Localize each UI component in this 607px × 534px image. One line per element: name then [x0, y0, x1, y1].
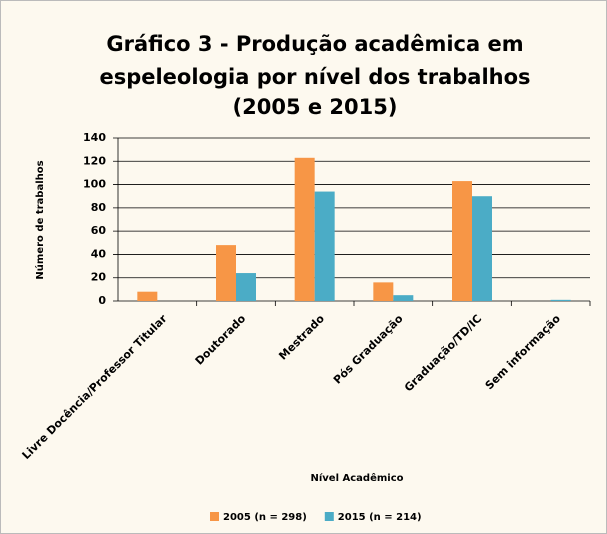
bar: [373, 282, 394, 301]
bar: [294, 157, 315, 301]
bar: [393, 295, 414, 301]
legend-label: 2005 (n = 298): [223, 512, 307, 523]
y-tick-label: 0: [98, 294, 106, 307]
y-tick-label: 120: [83, 154, 106, 167]
x-axis-title: Nível Acadêmico: [310, 472, 403, 484]
y-tick-label: 20: [91, 271, 107, 284]
y-tick-label: 80: [91, 201, 107, 214]
bar: [314, 191, 335, 301]
bar: [137, 291, 158, 301]
y-tick-label: 140: [83, 131, 106, 144]
legend-swatch: [324, 512, 334, 521]
bar: [236, 273, 256, 301]
bar: [216, 245, 236, 301]
y-tick-label: 40: [91, 247, 107, 260]
bar: [472, 196, 492, 301]
y-axis-title: Número de trabalhos: [34, 160, 46, 279]
bar: [550, 299, 571, 301]
chart-title: espeleologia por nível dos trabalhos: [99, 65, 530, 89]
y-tick-label: 100: [83, 178, 106, 191]
y-tick-label: 60: [91, 224, 107, 237]
legend-swatch: [210, 512, 219, 521]
legend-label: 2015 (n = 214): [338, 512, 422, 523]
chart-title: Gráfico 3 - Produção acadêmica em: [106, 32, 523, 56]
chart-title: (2005 e 2015): [233, 95, 398, 119]
bar: [452, 181, 472, 301]
